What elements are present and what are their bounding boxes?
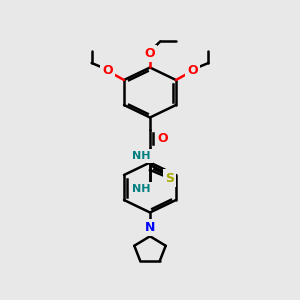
Text: NH: NH: [132, 151, 151, 161]
Text: N: N: [145, 221, 155, 234]
Text: NH: NH: [132, 184, 151, 194]
Text: O: O: [157, 132, 168, 145]
Text: O: O: [145, 47, 155, 60]
Text: O: O: [187, 64, 198, 77]
Text: S: S: [165, 172, 174, 184]
Text: O: O: [102, 64, 113, 77]
